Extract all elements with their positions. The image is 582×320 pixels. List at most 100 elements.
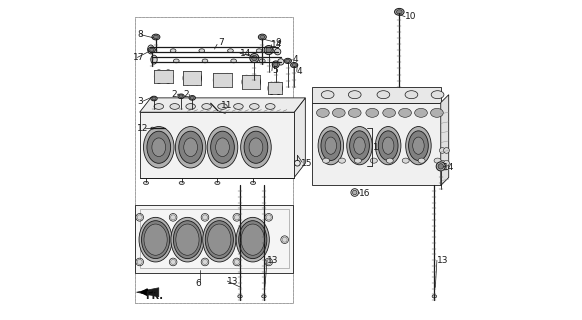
Circle shape (137, 215, 142, 220)
Ellipse shape (250, 181, 255, 185)
Polygon shape (135, 204, 293, 273)
Bar (268, 82, 282, 94)
Ellipse shape (265, 104, 275, 109)
Bar (154, 70, 173, 83)
Ellipse shape (222, 73, 232, 87)
Ellipse shape (148, 47, 155, 52)
Polygon shape (136, 288, 159, 297)
Text: 16: 16 (359, 188, 370, 198)
Ellipse shape (251, 75, 260, 89)
Ellipse shape (164, 70, 173, 83)
Ellipse shape (173, 221, 201, 259)
Ellipse shape (432, 295, 436, 298)
Text: 7: 7 (218, 38, 223, 47)
Ellipse shape (395, 8, 404, 15)
Ellipse shape (179, 131, 203, 163)
Ellipse shape (251, 55, 257, 61)
Ellipse shape (233, 104, 243, 109)
Ellipse shape (152, 97, 156, 100)
Ellipse shape (202, 59, 208, 63)
Text: 6: 6 (196, 279, 201, 288)
Circle shape (351, 189, 359, 196)
Ellipse shape (154, 104, 164, 109)
Ellipse shape (434, 158, 441, 163)
Ellipse shape (152, 138, 166, 156)
Ellipse shape (176, 224, 199, 255)
Ellipse shape (175, 126, 206, 168)
Ellipse shape (228, 49, 233, 52)
Ellipse shape (405, 91, 418, 99)
Ellipse shape (272, 61, 279, 68)
Text: 2: 2 (172, 90, 177, 99)
Ellipse shape (438, 164, 443, 169)
Text: 4: 4 (297, 67, 303, 76)
Ellipse shape (262, 295, 266, 298)
Text: 14: 14 (271, 40, 283, 49)
Ellipse shape (268, 82, 275, 94)
Ellipse shape (192, 71, 201, 85)
Ellipse shape (366, 108, 379, 117)
Circle shape (171, 215, 176, 220)
Ellipse shape (214, 73, 222, 87)
Ellipse shape (443, 148, 449, 153)
Polygon shape (312, 103, 441, 186)
Ellipse shape (202, 104, 211, 109)
Ellipse shape (144, 181, 148, 185)
Ellipse shape (171, 217, 204, 262)
Ellipse shape (231, 59, 236, 63)
Ellipse shape (249, 138, 263, 156)
Polygon shape (294, 98, 306, 178)
Ellipse shape (244, 131, 268, 163)
Ellipse shape (144, 126, 174, 168)
Ellipse shape (325, 137, 336, 154)
Ellipse shape (290, 62, 298, 68)
Ellipse shape (274, 62, 278, 67)
Circle shape (353, 190, 357, 195)
Circle shape (235, 260, 239, 265)
Ellipse shape (332, 108, 345, 117)
Bar (135, 17, 293, 303)
Text: 14: 14 (443, 163, 455, 172)
Ellipse shape (264, 45, 274, 55)
Ellipse shape (150, 48, 154, 51)
Ellipse shape (208, 224, 231, 255)
Ellipse shape (151, 96, 157, 101)
Ellipse shape (173, 59, 179, 63)
Ellipse shape (250, 53, 259, 63)
Ellipse shape (414, 108, 427, 117)
Ellipse shape (207, 126, 238, 168)
Text: 1: 1 (373, 143, 379, 152)
Bar (214, 73, 232, 87)
Text: 10: 10 (405, 12, 417, 21)
Ellipse shape (215, 181, 220, 185)
Circle shape (171, 260, 176, 265)
Ellipse shape (218, 104, 228, 109)
Ellipse shape (256, 49, 262, 52)
Ellipse shape (354, 137, 365, 154)
Circle shape (266, 215, 271, 220)
Ellipse shape (418, 158, 425, 163)
Ellipse shape (377, 91, 390, 99)
Ellipse shape (184, 138, 197, 156)
Ellipse shape (260, 59, 265, 63)
Bar (242, 75, 260, 89)
Ellipse shape (241, 126, 271, 168)
Ellipse shape (241, 224, 264, 255)
Ellipse shape (406, 126, 431, 165)
Ellipse shape (242, 75, 251, 89)
Ellipse shape (238, 295, 242, 298)
Text: 3: 3 (137, 97, 143, 106)
Ellipse shape (321, 91, 334, 99)
Text: 13: 13 (267, 256, 279, 265)
Ellipse shape (147, 131, 171, 163)
Text: FR.: FR. (145, 292, 163, 301)
Ellipse shape (275, 82, 282, 94)
Text: 13: 13 (437, 256, 448, 265)
Ellipse shape (170, 104, 179, 109)
Ellipse shape (439, 148, 445, 153)
Circle shape (203, 215, 208, 220)
Ellipse shape (375, 126, 401, 165)
Ellipse shape (284, 58, 292, 63)
Ellipse shape (317, 108, 329, 117)
Text: 14: 14 (240, 49, 251, 58)
